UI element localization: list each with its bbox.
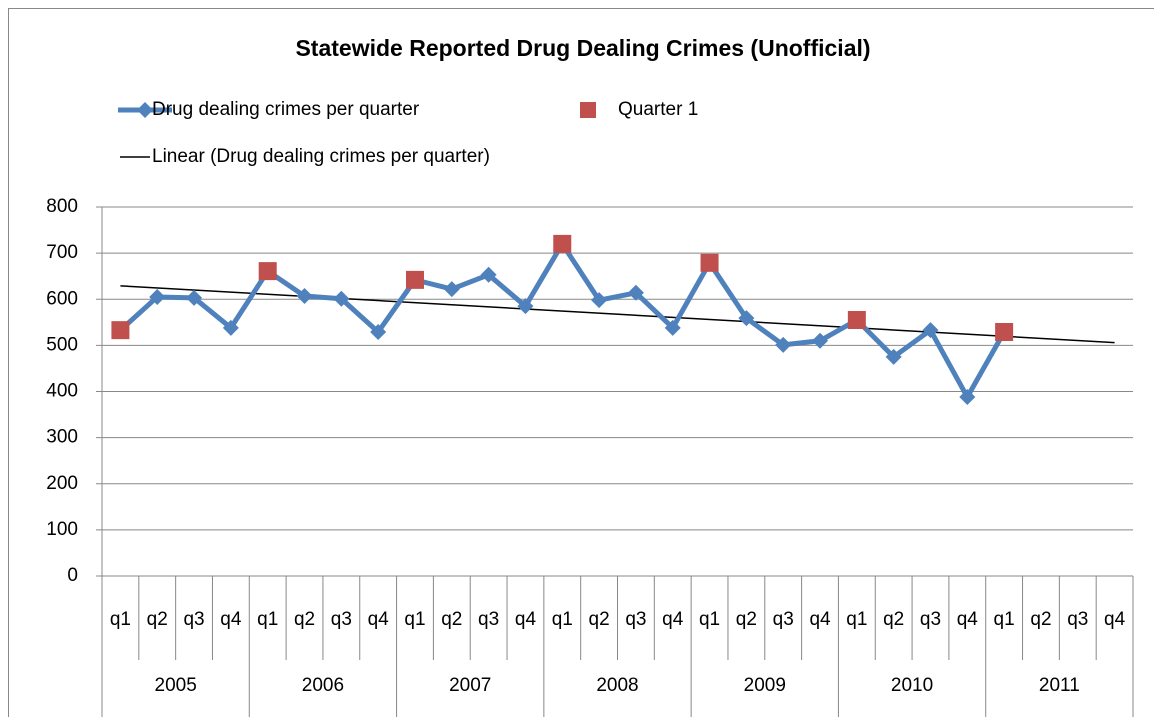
point — [591, 292, 608, 309]
point — [258, 262, 277, 281]
x-tick-label: q1 — [257, 609, 278, 630]
point — [222, 319, 239, 336]
point — [995, 322, 1014, 341]
x-tick-label: q2 — [294, 609, 315, 630]
y-tick-label: 700 — [46, 242, 78, 263]
chart-title: Statewide Reported Drug Dealing Crimes (… — [295, 35, 870, 61]
legend-label: Quarter 1 — [618, 99, 698, 120]
x-tick-label: q2 — [441, 609, 462, 630]
legend-label: Drug dealing crimes per quarter — [152, 99, 420, 120]
point — [296, 288, 313, 305]
x-group-label: 2008 — [596, 675, 638, 696]
x-tick-label: q1 — [552, 609, 573, 630]
point — [149, 288, 166, 305]
x-tick-label: q4 — [368, 609, 390, 630]
x-group-label: 2011 — [1039, 675, 1080, 696]
point — [664, 319, 681, 336]
x-tick-label: q2 — [147, 609, 168, 630]
legend-swatch — [580, 102, 596, 118]
x-tick-label: q3 — [625, 609, 646, 630]
point — [700, 253, 719, 272]
x-tick-label: q1 — [846, 609, 867, 630]
x-tick-label: q3 — [183, 609, 204, 630]
x-group-label: 2005 — [155, 675, 197, 696]
point — [738, 310, 755, 327]
x-tick-label: q3 — [920, 609, 941, 630]
x-tick-label: q4 — [957, 609, 979, 630]
point — [443, 281, 460, 298]
x-tick-label: q4 — [1104, 609, 1126, 630]
point — [812, 332, 829, 349]
x-tick-label: q2 — [736, 609, 757, 630]
y-tick-label: 0 — [67, 565, 78, 586]
x-tick-label: q4 — [515, 609, 537, 630]
x-tick-label: q3 — [331, 609, 352, 630]
point — [480, 266, 497, 283]
point — [553, 234, 572, 253]
x-tick-label: q3 — [1067, 609, 1088, 630]
x-tick-label: q1 — [110, 609, 131, 630]
x-tick-label: q1 — [699, 609, 720, 630]
x-tick-label: q4 — [662, 609, 684, 630]
point — [405, 270, 424, 289]
x-group-label: 2007 — [449, 675, 491, 696]
point — [370, 323, 387, 340]
x-tick-label: q2 — [1030, 609, 1051, 630]
y-tick-label: 300 — [46, 427, 78, 448]
x-tick-label: q4 — [220, 609, 242, 630]
y-tick-label: 200 — [46, 473, 78, 494]
y-tick-label: 100 — [46, 519, 78, 540]
y-tick-label: 600 — [46, 288, 78, 309]
point — [959, 389, 976, 406]
point — [186, 289, 203, 306]
legend-label: Linear (Drug dealing crimes per quarter) — [152, 146, 490, 167]
x-tick-label: q4 — [809, 609, 831, 630]
x-tick-label: q3 — [773, 609, 794, 630]
x-tick-label: q2 — [883, 609, 904, 630]
trendline — [120, 285, 1115, 344]
point — [627, 284, 644, 301]
y-tick-label: 500 — [46, 334, 78, 355]
y-tick-label: 800 — [46, 196, 78, 217]
y-tick-label: 400 — [46, 381, 78, 402]
point — [775, 336, 792, 353]
point — [847, 311, 866, 330]
point — [885, 348, 902, 365]
legend-swatch — [137, 102, 153, 118]
chart-border — [8, 8, 1154, 717]
point — [922, 322, 939, 339]
x-tick-label: q2 — [589, 609, 610, 630]
point — [111, 321, 130, 340]
x-tick-label: q1 — [994, 609, 1015, 630]
series-line — [118, 241, 1007, 400]
point — [333, 290, 350, 307]
x-group-label: 2010 — [891, 675, 933, 696]
x-tick-label: q1 — [404, 609, 425, 630]
x-tick-label: q3 — [478, 609, 499, 630]
x-group-label: 2006 — [302, 675, 344, 696]
point — [517, 298, 534, 315]
x-group-label: 2009 — [744, 675, 786, 696]
